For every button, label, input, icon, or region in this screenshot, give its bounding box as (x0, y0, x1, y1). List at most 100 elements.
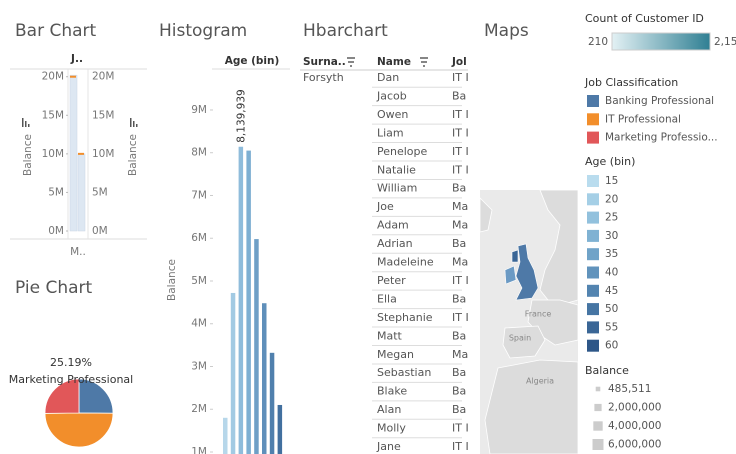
legend-title: Age (bin) (585, 155, 635, 168)
legend-title: Balance (585, 364, 629, 377)
job-cell: IT I (452, 422, 469, 435)
name-cell: Ella (377, 292, 397, 305)
legend-label: 45 (605, 285, 618, 297)
name-cell: Dan (377, 71, 399, 84)
legend-label: 30 (605, 230, 618, 242)
legend-label: 485,511 (608, 383, 651, 395)
y-tick-label: 8M (191, 147, 207, 159)
size-swatch (594, 403, 602, 412)
data-label: 25.19% (50, 356, 92, 369)
y-tick-label: 2M (191, 403, 207, 415)
column-header: Age (bin) (225, 55, 280, 67)
job-cell: Ba (452, 89, 466, 102)
job-cell: Ba (452, 292, 466, 305)
column-header: J.. (70, 53, 83, 65)
legend-swatch (587, 229, 599, 242)
job-cell: IT I (452, 163, 469, 176)
sort-icon[interactable] (347, 57, 428, 67)
column-header: Surna.. (303, 56, 346, 68)
legend-label: 60 (605, 340, 618, 352)
pie-chart-title: Pie Chart (15, 278, 93, 298)
name-cell: Owen (377, 108, 408, 121)
ramp-min: 210 (588, 36, 608, 48)
bar (277, 404, 283, 454)
job-cell: Ba (452, 237, 466, 250)
legend-label: 20 (605, 193, 618, 205)
name-cell: Blake (377, 385, 407, 398)
y2-tick-label: 5M (92, 186, 108, 198)
bar-chart-title: Bar Chart (15, 21, 97, 41)
job-cell: Ma (452, 200, 468, 213)
bar (269, 352, 275, 454)
job-cell: Ba (452, 182, 466, 195)
y2-tick-label: 0M (92, 225, 108, 237)
legend-label: 35 (605, 248, 618, 260)
legend-label: 50 (605, 303, 618, 315)
legend-label: 15 (605, 175, 618, 187)
job-cell: Ma (452, 348, 468, 361)
legend-label: 4,000,000 (608, 420, 661, 432)
y-tick-label: 1M (191, 446, 207, 454)
legend-swatch (587, 339, 599, 352)
y-tick-label: 0M (48, 225, 64, 237)
size-swatch (593, 421, 603, 431)
name-cell: Peter (377, 274, 406, 287)
legend-swatch (587, 266, 599, 279)
y2-tick-label: 15M (92, 109, 114, 121)
name-cell: Natalie (377, 163, 416, 176)
legend-swatch (587, 193, 599, 206)
name-cell: Jacob (376, 89, 407, 102)
name-cell: Matt (377, 329, 403, 342)
surname-cell: Forsyth (303, 71, 344, 84)
size-swatch (595, 386, 601, 392)
y-tick-label: 3M (191, 360, 207, 372)
y-axis-label: Balance (22, 134, 34, 176)
legend-label: 6,000,000 (608, 439, 661, 451)
bar (69, 74, 78, 232)
bar (262, 303, 267, 454)
ramp-max: 2,157 (714, 36, 736, 48)
y2-axis-label: Balance (127, 134, 139, 176)
legend-title: Job Classification (584, 76, 678, 89)
job-cell: IT I (452, 274, 469, 287)
y-axis-label: Balance (166, 259, 178, 301)
job-cell: IT I (452, 71, 469, 84)
name-cell: Adrian (377, 237, 413, 250)
legend-swatch (587, 303, 599, 316)
name-cell: Madeleine (377, 256, 434, 269)
legend-swatch (587, 211, 599, 224)
name-cell: Jane (376, 440, 401, 453)
y-tick-label: 15M (42, 109, 64, 121)
histogram-title: Histogram (159, 21, 247, 41)
y-tick-label: 5M (48, 186, 64, 198)
legend-swatch (587, 131, 599, 144)
pie (44, 378, 114, 448)
legend-swatch (587, 113, 599, 126)
job-cell: IT I (452, 311, 469, 324)
name-cell: Liam (377, 126, 404, 139)
map[interactable] (479, 189, 579, 454)
map-label: France (525, 310, 552, 319)
name-cell: Sebastian (377, 366, 431, 379)
data-label: 8,139,939 (236, 89, 248, 142)
legend-swatch (587, 95, 599, 107)
y-tick-label: 20M (42, 71, 64, 83)
name-cell: Penelope (377, 145, 428, 158)
pie-slice (44, 412, 114, 448)
color-ramp (611, 32, 711, 51)
bar (238, 146, 244, 454)
bar (254, 239, 259, 454)
legend-label: 40 (605, 267, 618, 279)
name-cell: Stephanie (377, 311, 433, 324)
job-cell: IT I (452, 145, 469, 158)
y2-tick-label: 10M (92, 148, 114, 160)
column-header: Jol (451, 56, 467, 68)
job-cell: IT I (452, 126, 469, 139)
job-cell: Ba (452, 366, 466, 379)
row-footer: M.. (70, 246, 86, 258)
bar (230, 292, 236, 454)
y2-tick-label: 20M (92, 71, 114, 83)
name-cell: Megan (377, 348, 414, 361)
size-swatch (592, 439, 604, 450)
